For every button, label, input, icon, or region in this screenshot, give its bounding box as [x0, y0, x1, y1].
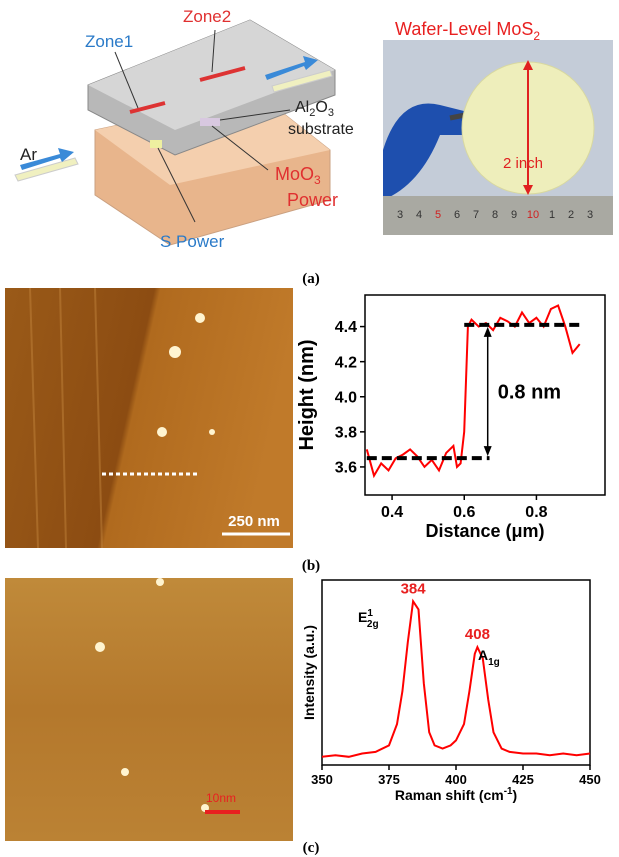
x-tick-label: 400	[445, 772, 467, 787]
panel-label: (b)	[302, 558, 320, 574]
page: Zone1 Zone2 Ar Al2O3 substrate MoO3 Powe…	[0, 0, 619, 857]
arrow-head	[484, 446, 492, 456]
ruler-label: 6	[454, 209, 460, 221]
substrate-label: substrate	[288, 121, 354, 138]
text-part: 2g	[367, 619, 379, 630]
peak-label: 384	[401, 580, 427, 597]
ruler-label: 8	[492, 209, 498, 221]
text-part: Raman shift (cm	[395, 787, 504, 803]
y-tick-label: 4.0	[335, 389, 357, 406]
x-tick-label: 425	[512, 772, 534, 787]
text-part: MoO	[275, 164, 314, 184]
text-part: 1g	[488, 657, 500, 668]
ruler-label: 10	[527, 209, 539, 221]
ruler-label: 3	[587, 209, 593, 221]
ruler-label: 4	[416, 209, 422, 221]
peak-name: A1g	[478, 647, 500, 668]
text-part: Al	[295, 99, 309, 116]
y-tick-label: 3.6	[335, 460, 357, 477]
afm-image-c: 10nm	[5, 578, 293, 841]
text-part: Wafer-Level MoS	[395, 19, 533, 39]
size-label: 2 inch	[503, 155, 543, 172]
annotation: 0.8 nm	[498, 381, 561, 403]
panel-label: (a)	[302, 271, 320, 287]
text-part: )	[512, 787, 517, 803]
subscript: 3	[328, 107, 334, 119]
y-tick-label: 4.4	[335, 319, 357, 336]
x-tick-label: 350	[311, 772, 333, 787]
photo-title: Wafer-Level MoS2	[395, 19, 540, 43]
ruler-label: 3	[397, 209, 403, 221]
scale-bar-label: 10nm	[206, 791, 236, 805]
furnace-diagram: Zone1 Zone2 Ar Al2O3 substrate MoO3 Powe…	[15, 7, 354, 251]
zone1-label: Zone1	[85, 32, 133, 51]
panel-label: (c)	[303, 840, 320, 856]
text-part: 1	[367, 608, 373, 619]
ruler-label: 9	[511, 209, 517, 221]
subscript: 2	[533, 29, 540, 43]
y-tick-label: 4.2	[335, 354, 357, 371]
figure: Zone1 Zone2 Ar Al2O3 substrate MoO3 Powe…	[0, 0, 619, 857]
x-tick-label: 375	[378, 772, 400, 787]
ruler-label: 1	[549, 209, 555, 221]
ruler-label: 5	[435, 209, 441, 221]
zone2-label: Zone2	[183, 7, 231, 26]
y-axis-label: Intensity (a.u.)	[301, 625, 317, 720]
x-tick-label: 450	[579, 772, 601, 787]
plot-frame	[322, 580, 590, 765]
ar-label: Ar	[20, 145, 37, 164]
ruler-label: 2	[568, 209, 574, 221]
power-label: Power	[287, 190, 338, 210]
scale-bar-label: 250 nm	[228, 513, 280, 530]
x-tick-label: 0.8	[525, 504, 547, 521]
s-power-label: S Power	[160, 232, 225, 251]
ruler-label: 7	[473, 209, 479, 221]
y-tick-label: 3.8	[335, 424, 357, 441]
text-part: O	[315, 99, 327, 116]
afm-image-b: 250 nm	[5, 288, 293, 548]
x-tick-label: 0.4	[381, 504, 403, 521]
x-tick-label: 0.6	[453, 504, 475, 521]
x-axis-label: Distance (μm)	[425, 521, 544, 541]
text-part: A	[478, 647, 488, 663]
x-axis-label: Raman shift (cm-1)	[395, 786, 517, 803]
peak-label: 408	[465, 626, 490, 643]
al2o3-label: Al2O3	[295, 99, 334, 119]
y-axis-label: Height (nm)	[296, 339, 318, 450]
subscript: 3	[314, 173, 321, 187]
